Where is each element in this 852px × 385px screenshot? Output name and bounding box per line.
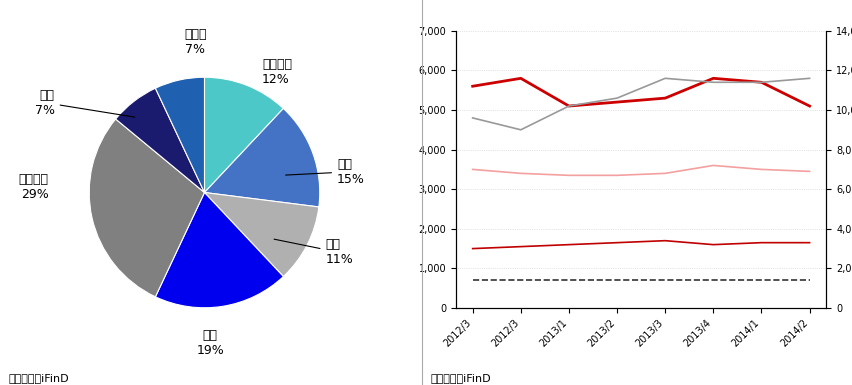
Text: 资料来源：iFinD: 资料来源：iFinD bbox=[9, 373, 69, 383]
Wedge shape bbox=[204, 109, 320, 207]
Wedge shape bbox=[116, 88, 204, 192]
Text: 中国
15%: 中国 15% bbox=[285, 158, 365, 186]
Wedge shape bbox=[155, 77, 204, 192]
Wedge shape bbox=[155, 192, 284, 308]
Text: 印尼
19%: 印尼 19% bbox=[196, 328, 224, 357]
Text: 巴西
11%: 巴西 11% bbox=[274, 238, 354, 266]
Text: 资料来源：iFinD: 资料来源：iFinD bbox=[430, 373, 491, 383]
Wedge shape bbox=[89, 119, 204, 297]
Wedge shape bbox=[204, 77, 284, 192]
Wedge shape bbox=[204, 192, 319, 276]
Text: 印度
7%: 印度 7% bbox=[35, 89, 135, 117]
Text: 其它国家
12%: 其它国家 12% bbox=[262, 59, 292, 87]
Text: 澳大利亚
29%: 澳大利亚 29% bbox=[19, 173, 49, 201]
Text: 几内亚
7%: 几内亚 7% bbox=[184, 28, 206, 57]
